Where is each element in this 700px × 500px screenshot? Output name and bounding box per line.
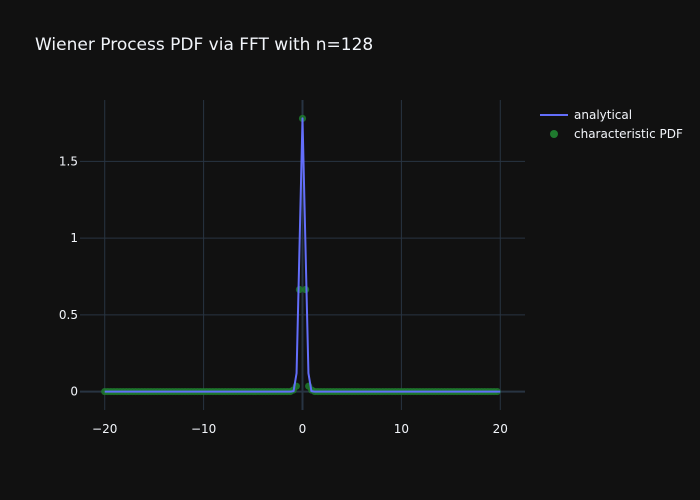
x-tick-label: 0	[299, 422, 307, 436]
x-tick-label: 10	[394, 422, 409, 436]
y-tick-label: 0.5	[59, 308, 78, 322]
y-tick-label: 1	[70, 231, 78, 245]
legend-item[interactable]: analytical	[540, 108, 632, 122]
chart-title: Wiener Process PDF via FFT with n=128	[35, 35, 373, 55]
x-tick-label: −10	[191, 422, 216, 436]
plot-area[interactable]	[101, 114, 501, 396]
x-tick-label: −20	[92, 422, 117, 436]
x-tick-label: 20	[493, 422, 508, 436]
axis-tick-labels: −20 −10 0 10 20 0 0.5 1 1.5	[59, 154, 508, 436]
series-line-analytical[interactable]	[104, 117, 501, 393]
legend[interactable]: analytical characteristic PDF	[540, 108, 683, 141]
legend-item[interactable]: characteristic PDF	[550, 127, 683, 141]
y-tick-label: 1.5	[59, 154, 78, 168]
legend-label: analytical	[574, 108, 632, 122]
legend-marker-swatch	[550, 130, 558, 138]
y-tick-label: 0	[70, 385, 78, 399]
legend-label: characteristic PDF	[574, 127, 683, 141]
